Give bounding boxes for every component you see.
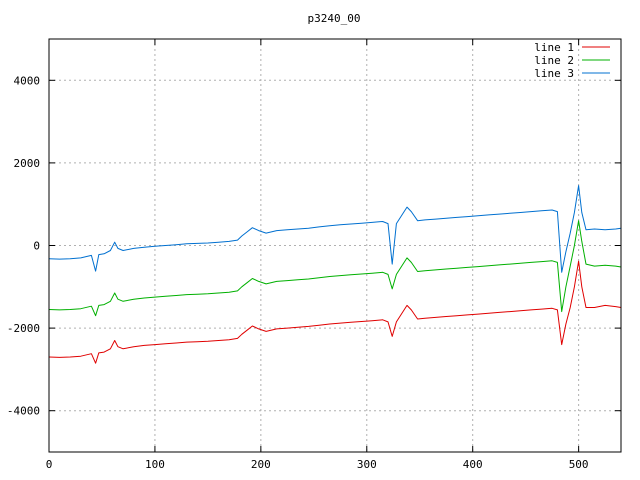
series-line-3 (48, 185, 622, 273)
y-tick-label: -4000 (7, 405, 40, 418)
x-tick-label: 200 (251, 458, 271, 471)
legend-label-2: line 2 (534, 54, 574, 67)
x-tick-label: 500 (569, 458, 589, 471)
series-group (48, 185, 622, 364)
legend-label-3: line 3 (534, 67, 574, 80)
x-tick-label: 100 (145, 458, 165, 471)
y-tick-label: 4000 (14, 74, 41, 87)
y-tick-label: 2000 (14, 157, 41, 170)
y-tick-label: -2000 (7, 322, 40, 335)
axis-ticks: 0 100 200 300 400 500 -4000 -2000 0 2000 4000 (7, 39, 621, 471)
series-line-1 (48, 260, 622, 364)
grid-lines (49, 39, 621, 452)
x-tick-label: 400 (463, 458, 483, 471)
x-tick-label: 0 (46, 458, 53, 471)
chart-title: p3240_00 (308, 12, 361, 25)
x-tick-label: 300 (357, 458, 377, 471)
series-line-2 (48, 220, 622, 317)
y-tick-label: 0 (33, 240, 40, 253)
legend-label-1: line 1 (534, 41, 574, 54)
